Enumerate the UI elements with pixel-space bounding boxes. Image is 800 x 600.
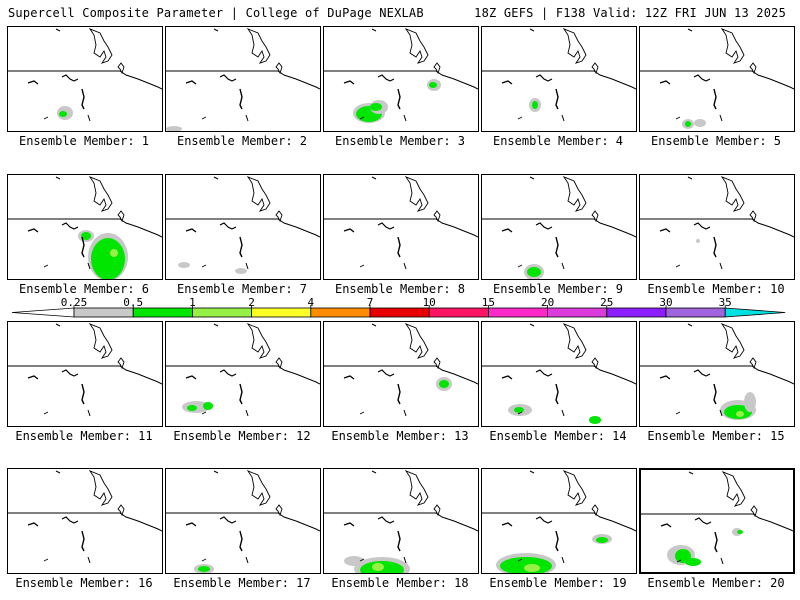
ensemble-member-label: Ensemble Member: 10: [647, 282, 785, 296]
colorbar-segment: [606, 307, 667, 318]
colorbar-tick-label: 4: [307, 296, 314, 309]
colorbar-tick-label: 20: [541, 296, 554, 309]
map-canvas: [324, 28, 478, 123]
colorbar-tick-label: 30: [659, 296, 672, 309]
ensemble-member-label: Ensemble Member: 3: [334, 134, 466, 148]
ensemble-member-label: Ensemble Member: 7: [176, 282, 308, 296]
ensemble-member-map-18: [323, 468, 479, 574]
ensemble-member-map-13: [323, 321, 479, 427]
ensemble-member-label: Ensemble Member: 4: [492, 134, 624, 148]
colorbar-tick-label: 0.5: [123, 296, 143, 309]
ensemble-member-map-14: [481, 321, 637, 427]
ensemble-member-label: Ensemble Member: 11: [15, 429, 153, 443]
ensemble-member-label: Ensemble Member: 5: [650, 134, 782, 148]
ensemble-member-label: Ensemble Member: 2: [176, 134, 308, 148]
map-canvas: [324, 323, 478, 417]
ensemble-member-map-3: [323, 26, 479, 132]
ensemble-member-map-8: [323, 174, 479, 280]
colorbar-segment: [132, 307, 193, 318]
colorbar-tick-label: 2: [248, 296, 255, 309]
map-canvas: [641, 471, 793, 566]
ensemble-member-map-17: [165, 468, 321, 574]
colorbar-segment: [665, 307, 726, 318]
ensemble-member-map-7: [165, 174, 321, 280]
ensemble-member-map-20: [639, 468, 795, 574]
ensemble-member-label: Ensemble Member: 16: [15, 576, 153, 590]
colorbar-segment: [428, 307, 489, 318]
ensemble-member-map-15: [639, 321, 795, 427]
ensemble-member-map-16: [7, 468, 163, 574]
map-canvas: [640, 28, 794, 129]
ensemble-member-map-5: [639, 26, 795, 132]
map-canvas: [482, 323, 636, 424]
ensemble-member-label: Ensemble Member: 14: [489, 429, 627, 443]
colorbar-tick-label: 15: [482, 296, 495, 309]
map-canvas: [482, 176, 636, 279]
colorbar-segment: [191, 307, 252, 318]
ensemble-member-label: Ensemble Member: 15: [647, 429, 785, 443]
colorbar-segment: [310, 307, 371, 318]
colorbar-tick-label: 35: [719, 296, 732, 309]
ensemble-member-map-10: [639, 174, 795, 280]
ensemble-member-label: Ensemble Member: 20: [647, 576, 785, 590]
map-canvas: [166, 470, 320, 573]
ensemble-member-label: Ensemble Member: 12: [173, 429, 311, 443]
colorbar-tick-label: 25: [600, 296, 613, 309]
page-title: Supercell Composite Parameter | College …: [8, 6, 424, 20]
ensemble-member-map-6: [7, 174, 163, 280]
run-valid-time: 18Z GEFS | F138 Valid: 12Z FRI JUN 13 20…: [474, 6, 786, 20]
map-canvas: [166, 176, 320, 274]
ensemble-member-label: Ensemble Member: 9: [492, 282, 624, 296]
ensemble-member-map-4: [481, 26, 637, 132]
map-canvas: [8, 470, 162, 564]
ensemble-member-label: Ensemble Member: 19: [489, 576, 627, 590]
map-canvas: [482, 470, 636, 573]
map-canvas: [8, 28, 162, 122]
map-canvas: [166, 323, 320, 417]
colorbar-right-arrow: [724, 307, 786, 318]
ensemble-member-map-1: [7, 26, 163, 132]
map-canvas: [482, 28, 636, 122]
colorbar-tick-label: 10: [423, 296, 436, 309]
colorbar-segment: [73, 307, 134, 318]
colorbar-segment: [369, 307, 430, 318]
ensemble-member-map-12: [165, 321, 321, 427]
colorbar-segment: [487, 307, 548, 318]
colorbar-segment: [251, 307, 312, 318]
map-canvas: [324, 470, 478, 573]
ensemble-member-label: Ensemble Member: 18: [331, 576, 469, 590]
colorbar-left-arrow: [11, 307, 75, 318]
map-canvas: [324, 176, 478, 270]
colorbar-tick-label: 0.25: [61, 296, 88, 309]
map-canvas: [640, 176, 794, 270]
colorbar-tick-label: 7: [367, 296, 374, 309]
map-canvas: [640, 323, 794, 420]
ensemble-member-map-19: [481, 468, 637, 574]
map-canvas: [8, 176, 162, 279]
map-canvas: [166, 28, 320, 131]
ensemble-member-map-2: [165, 26, 321, 132]
ensemble-member-label: Ensemble Member: 1: [18, 134, 150, 148]
ensemble-member-label: Ensemble Member: 13: [331, 429, 469, 443]
ensemble-member-label: Ensemble Member: 17: [173, 576, 311, 590]
colorbar-segment: [547, 307, 608, 318]
ensemble-member-map-11: [7, 321, 163, 427]
ensemble-member-label: Ensemble Member: 6: [18, 282, 150, 296]
map-canvas: [8, 323, 162, 417]
colorbar-tick-label: 1: [189, 296, 196, 309]
ensemble-member-map-9: [481, 174, 637, 280]
ensemble-member-label: Ensemble Member: 8: [334, 282, 466, 296]
